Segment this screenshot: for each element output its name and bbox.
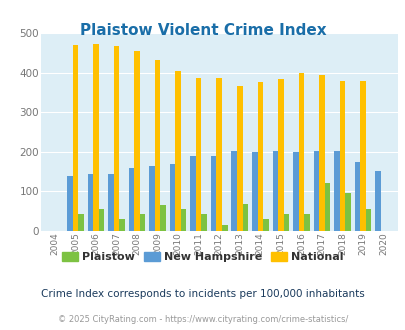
Bar xyxy=(313,151,318,231)
Bar xyxy=(298,73,303,231)
Bar xyxy=(354,162,359,231)
Bar xyxy=(324,183,329,231)
Bar xyxy=(67,176,72,231)
Bar xyxy=(242,204,247,231)
Bar xyxy=(119,219,125,231)
Bar xyxy=(87,174,93,231)
Bar xyxy=(365,209,371,231)
Text: Crime Index corresponds to incidents per 100,000 inhabitants: Crime Index corresponds to incidents per… xyxy=(41,289,364,299)
Bar xyxy=(175,71,181,231)
Bar xyxy=(262,219,268,231)
Bar xyxy=(333,151,339,231)
Bar xyxy=(283,214,288,231)
Bar xyxy=(339,81,344,231)
Bar xyxy=(160,205,166,231)
Bar xyxy=(154,60,160,231)
Bar xyxy=(196,78,201,231)
Text: © 2025 CityRating.com - https://www.cityrating.com/crime-statistics/: © 2025 CityRating.com - https://www.city… xyxy=(58,315,347,324)
Bar xyxy=(222,225,227,231)
Bar xyxy=(272,150,277,231)
Bar xyxy=(113,46,119,231)
Bar xyxy=(237,86,242,231)
Text: Plaistow Violent Crime Index: Plaistow Violent Crime Index xyxy=(79,23,326,38)
Bar xyxy=(303,214,309,231)
Bar xyxy=(211,156,216,231)
Bar xyxy=(318,75,324,231)
Bar xyxy=(277,79,283,231)
Bar xyxy=(359,81,365,231)
Bar xyxy=(181,209,186,231)
Bar xyxy=(216,78,222,231)
Bar xyxy=(374,171,380,231)
Bar xyxy=(190,156,196,231)
Bar xyxy=(78,214,83,231)
Legend: Plaistow, New Hampshire, National: Plaistow, New Hampshire, National xyxy=(58,248,347,267)
Bar xyxy=(169,164,175,231)
Bar xyxy=(72,45,78,231)
Bar xyxy=(98,209,104,231)
Bar xyxy=(149,166,154,231)
Bar xyxy=(292,152,298,231)
Bar xyxy=(231,150,237,231)
Bar xyxy=(128,168,134,231)
Bar xyxy=(134,51,140,231)
Bar xyxy=(257,82,262,231)
Bar xyxy=(108,174,113,231)
Bar xyxy=(252,152,257,231)
Bar xyxy=(344,193,350,231)
Bar xyxy=(201,214,207,231)
Bar xyxy=(93,44,98,231)
Bar xyxy=(140,214,145,231)
